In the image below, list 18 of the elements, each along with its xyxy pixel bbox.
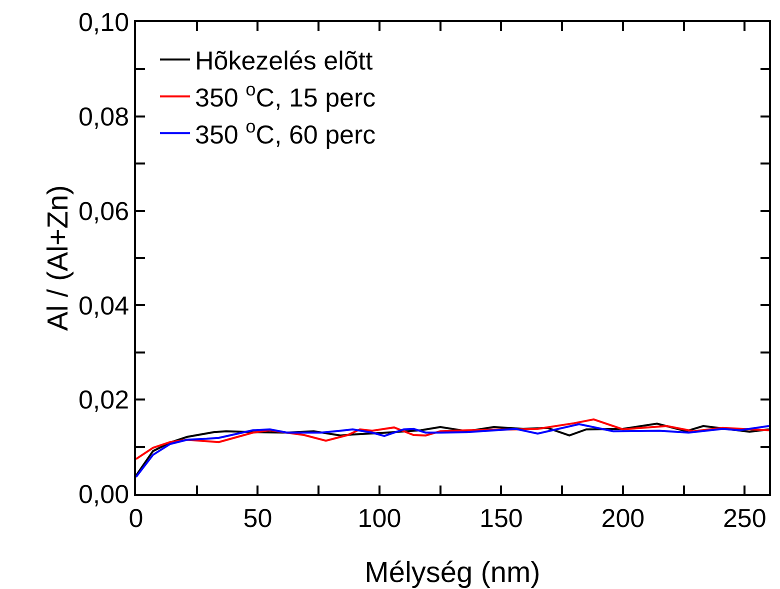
x-tick-label: 0 <box>128 502 144 533</box>
x-tick-label: 250 <box>722 502 766 533</box>
x-tick-label: 100 <box>358 502 402 533</box>
line-series <box>136 418 769 460</box>
y-tick-label: 0,08 <box>78 102 130 132</box>
legend-label: Hõkezelés elõtt <box>194 46 374 76</box>
y-tick-label: 0,06 <box>78 196 130 226</box>
x-axis-title: Mélység (nm) <box>364 557 540 589</box>
y-axis-title: Al / (Al+Zn) <box>42 185 74 331</box>
legend-label: 350 $^{o}$C, 15 perc <box>194 80 376 112</box>
x-tick-label: 200 <box>601 502 645 533</box>
x-tick-label: 150 <box>479 502 523 533</box>
y-tick-label: 0,00 <box>78 479 130 510</box>
y-tick-label: 0,04 <box>78 290 130 320</box>
y-tick-label: 0,02 <box>78 384 130 415</box>
y-tick-label: 0,10 <box>78 7 130 38</box>
x-tick-label: 50 <box>243 502 272 533</box>
legend-label: 350 $^{o}$C, 60 perc <box>194 116 376 150</box>
